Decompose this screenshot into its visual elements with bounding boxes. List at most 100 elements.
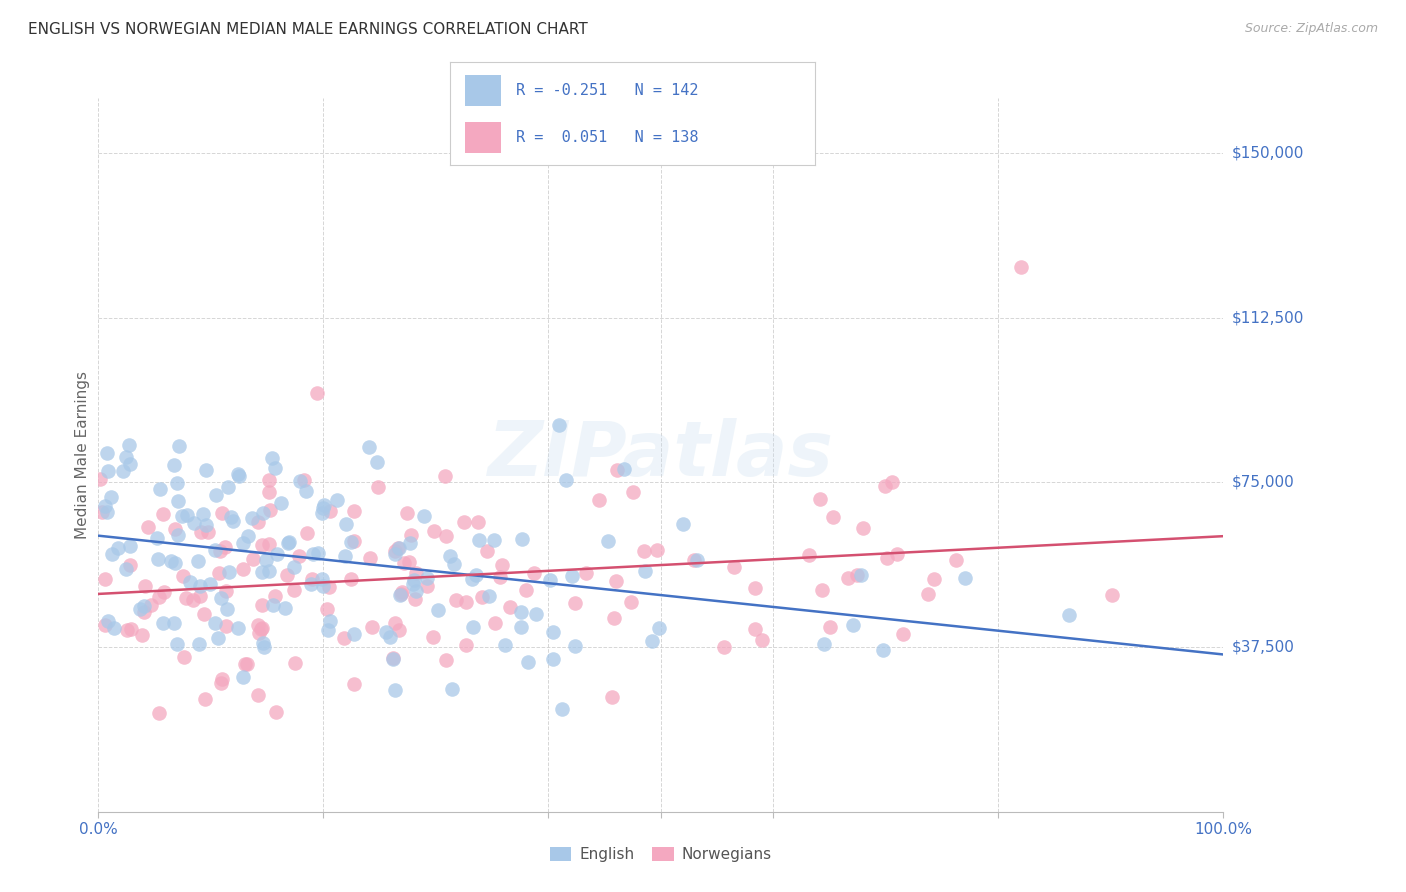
Point bbox=[384, 682, 406, 697]
Point bbox=[319, 614, 342, 628]
Point bbox=[491, 558, 513, 573]
Point bbox=[136, 520, 159, 534]
Point bbox=[319, 504, 342, 518]
Point bbox=[219, 509, 242, 524]
Point bbox=[444, 593, 467, 607]
Point bbox=[482, 533, 505, 548]
Point bbox=[683, 553, 706, 567]
Point bbox=[190, 524, 212, 539]
Point bbox=[252, 640, 274, 655]
Point bbox=[882, 475, 904, 489]
Point bbox=[232, 669, 254, 683]
Point bbox=[217, 480, 239, 494]
Point bbox=[240, 511, 263, 525]
Point bbox=[188, 637, 211, 651]
Point bbox=[246, 515, 269, 529]
Point bbox=[510, 620, 533, 634]
Point bbox=[423, 524, 446, 539]
Point bbox=[111, 464, 134, 478]
Point bbox=[538, 573, 561, 587]
Point bbox=[118, 458, 141, 472]
Point bbox=[311, 572, 333, 586]
Point bbox=[118, 438, 141, 452]
Point bbox=[389, 587, 412, 601]
Point bbox=[250, 538, 273, 552]
Point bbox=[751, 633, 773, 648]
Point bbox=[404, 574, 426, 588]
Point bbox=[641, 633, 664, 648]
Point bbox=[392, 556, 415, 570]
Point bbox=[311, 506, 333, 520]
Point bbox=[305, 386, 328, 401]
Point bbox=[468, 533, 491, 547]
Point bbox=[953, 571, 976, 585]
Point bbox=[167, 439, 190, 453]
Point bbox=[524, 607, 547, 622]
Point bbox=[166, 476, 188, 491]
Point bbox=[463, 620, 485, 634]
Point bbox=[335, 549, 357, 563]
Point bbox=[205, 488, 228, 502]
Point bbox=[262, 599, 284, 613]
Text: R = -0.251   N = 142: R = -0.251 N = 142 bbox=[516, 83, 699, 97]
Point bbox=[96, 446, 118, 460]
Point bbox=[148, 706, 170, 721]
Point bbox=[620, 595, 643, 609]
Point bbox=[247, 626, 270, 640]
Point bbox=[315, 602, 337, 616]
Point bbox=[208, 566, 231, 581]
Point bbox=[134, 579, 156, 593]
Point bbox=[388, 541, 411, 555]
Point bbox=[152, 584, 174, 599]
Text: $150,000: $150,000 bbox=[1232, 145, 1303, 161]
Point bbox=[215, 619, 238, 633]
Point bbox=[252, 506, 274, 520]
Point bbox=[361, 620, 384, 634]
Point bbox=[359, 551, 381, 566]
Point bbox=[434, 469, 457, 483]
Point bbox=[226, 622, 249, 636]
Point bbox=[384, 544, 406, 558]
Point bbox=[167, 528, 190, 542]
Point bbox=[211, 506, 233, 520]
Point bbox=[232, 562, 254, 576]
Point bbox=[107, 541, 129, 555]
Point bbox=[922, 572, 945, 586]
Point bbox=[115, 561, 138, 575]
Point bbox=[172, 569, 194, 583]
Point bbox=[274, 600, 297, 615]
Point bbox=[277, 535, 299, 549]
Point bbox=[90, 505, 112, 519]
Point bbox=[873, 479, 896, 493]
Point bbox=[97, 464, 120, 478]
Point bbox=[260, 450, 283, 465]
Point bbox=[454, 638, 477, 652]
Point bbox=[388, 624, 411, 638]
Point bbox=[634, 564, 657, 578]
Point bbox=[252, 636, 274, 650]
Point bbox=[434, 528, 457, 542]
Point bbox=[301, 572, 323, 586]
Point bbox=[288, 474, 311, 488]
Point bbox=[1010, 260, 1032, 275]
Point bbox=[367, 480, 389, 494]
Point bbox=[149, 482, 172, 496]
Point bbox=[613, 462, 636, 476]
Point bbox=[131, 628, 153, 642]
Point bbox=[461, 572, 484, 586]
Point bbox=[226, 467, 249, 482]
Point bbox=[163, 616, 186, 631]
Point bbox=[193, 507, 215, 521]
Point bbox=[228, 469, 250, 483]
Point bbox=[391, 585, 413, 599]
Point bbox=[312, 579, 335, 593]
Point bbox=[141, 598, 163, 612]
Point bbox=[195, 517, 218, 532]
Point bbox=[555, 473, 578, 487]
Point bbox=[264, 589, 287, 603]
Point bbox=[744, 581, 766, 595]
Point bbox=[101, 548, 124, 562]
Point bbox=[163, 458, 186, 472]
Point bbox=[813, 637, 835, 651]
Point bbox=[173, 650, 195, 665]
